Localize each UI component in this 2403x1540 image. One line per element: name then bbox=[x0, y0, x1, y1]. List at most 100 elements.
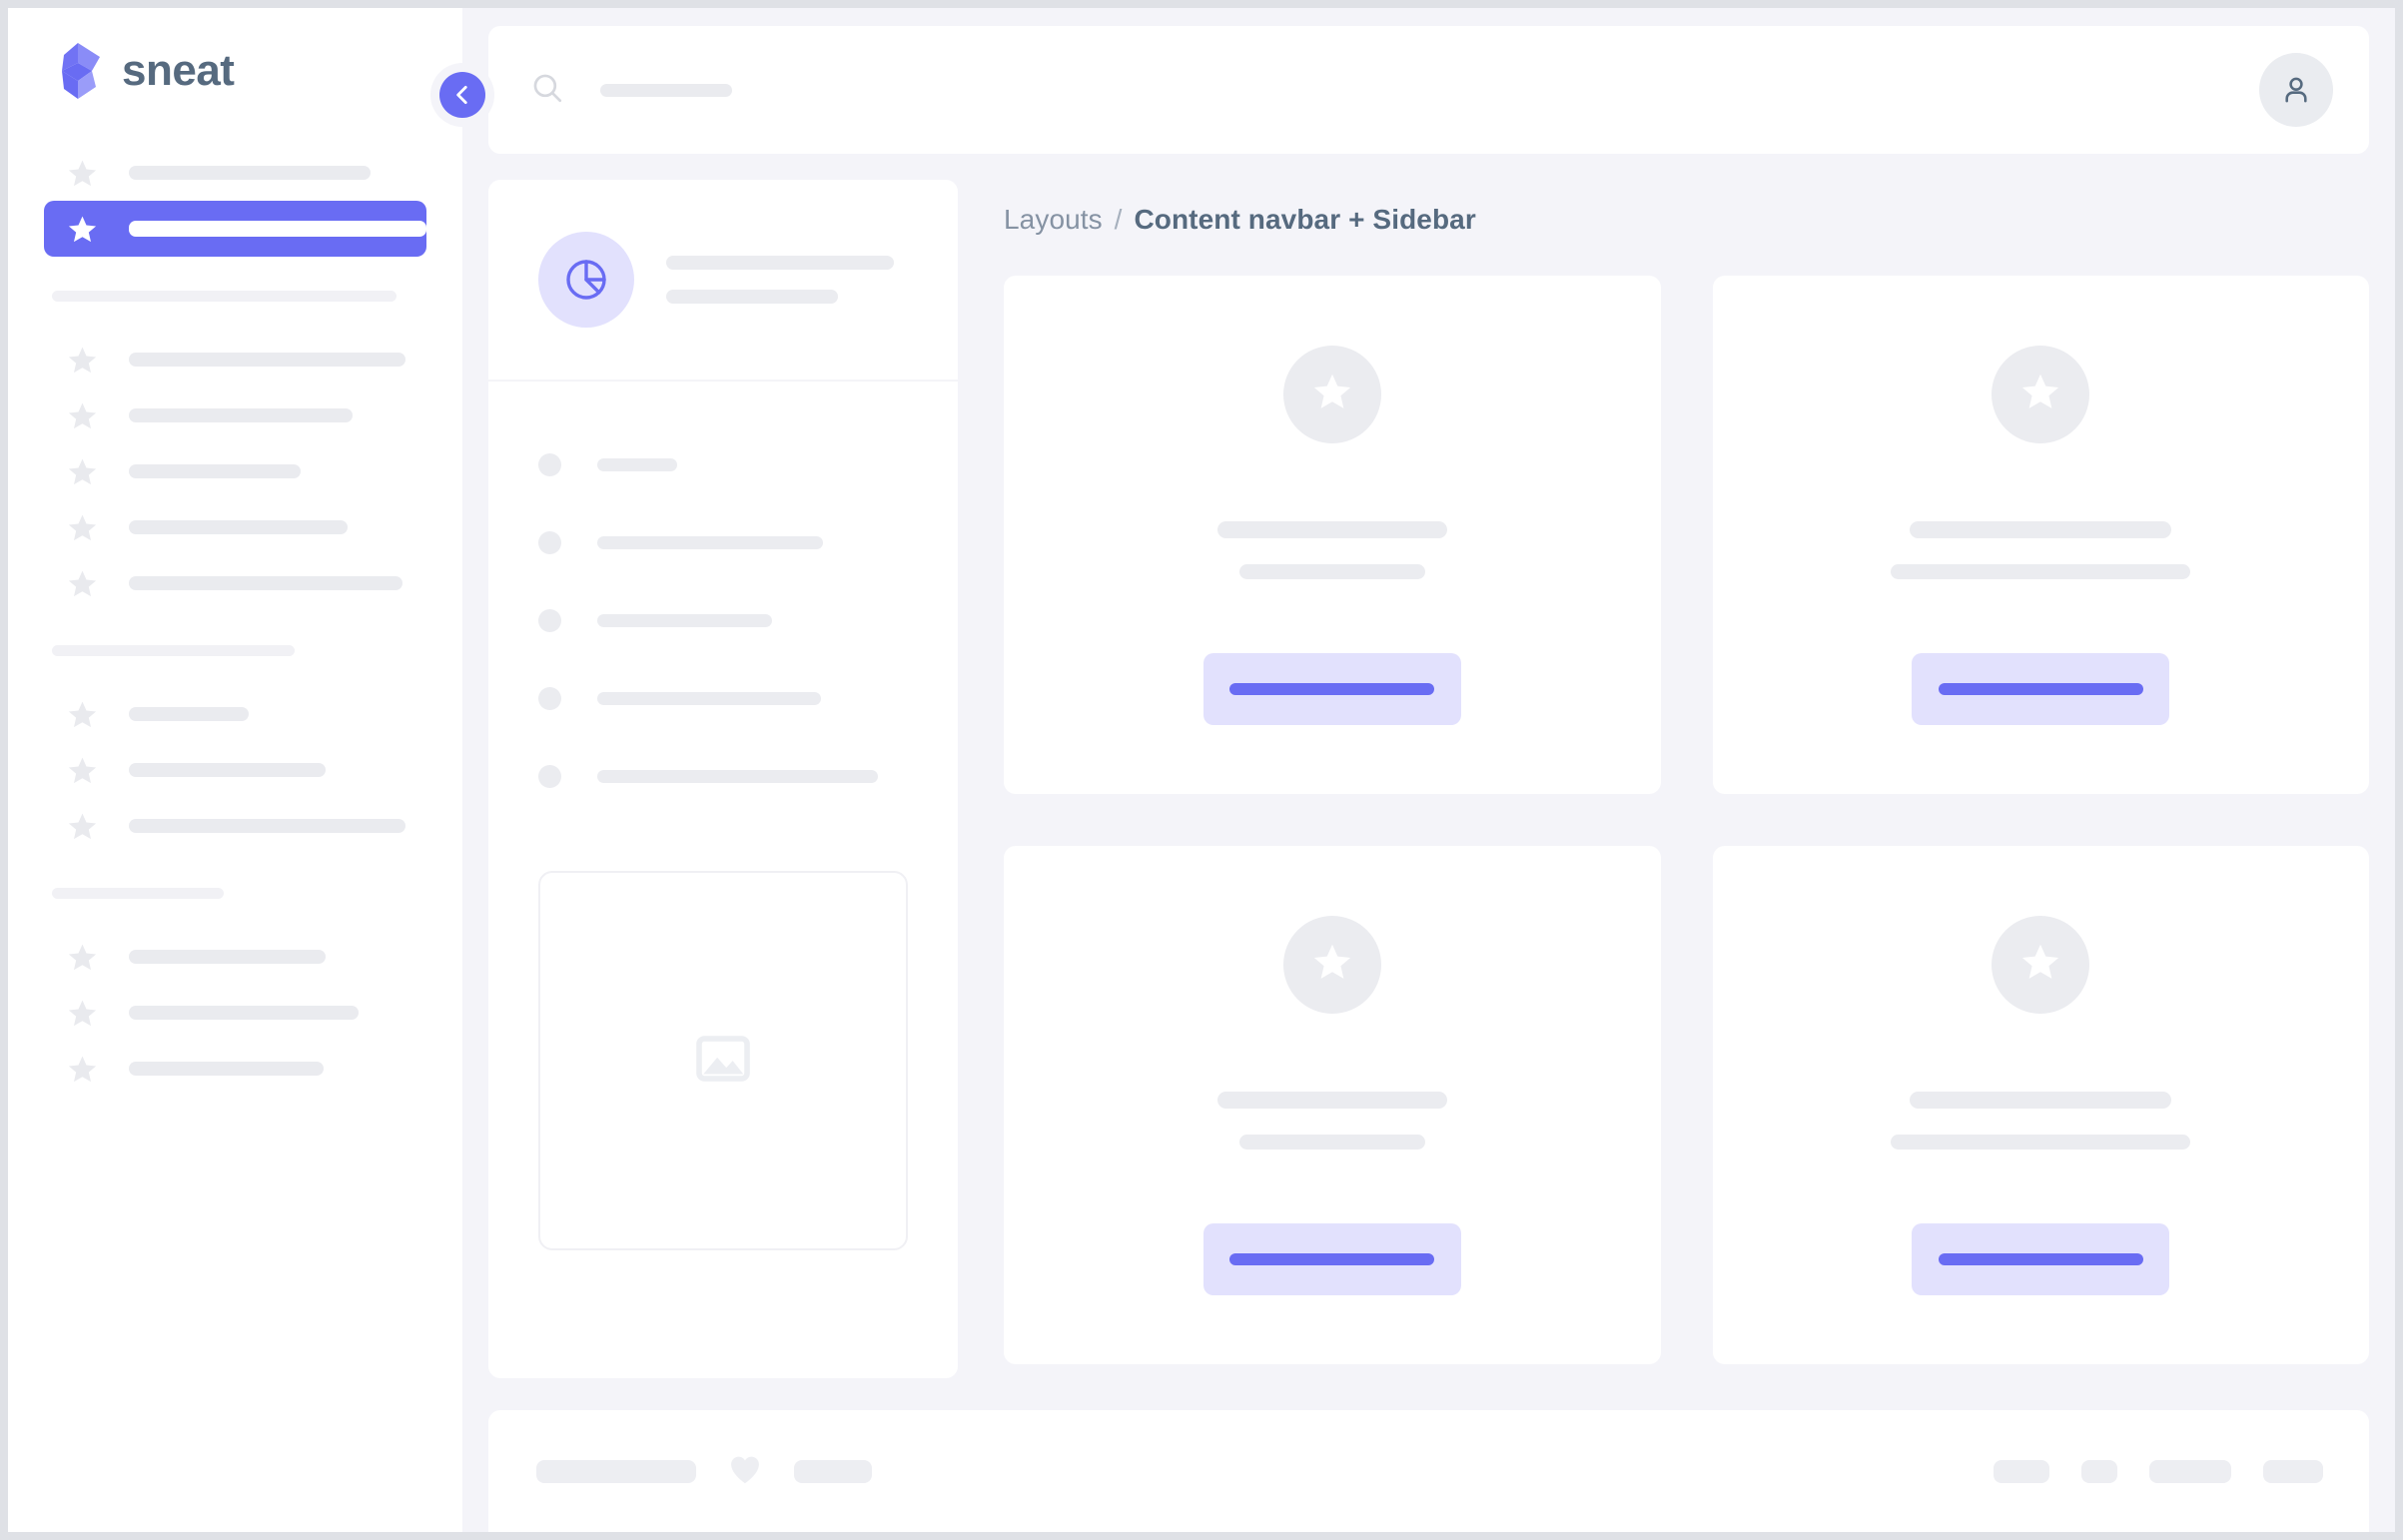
body-row: Layouts / Content navbar + Sidebar bbox=[488, 180, 2369, 1384]
card-avatar bbox=[1282, 915, 1381, 1014]
top-navbar bbox=[488, 26, 2369, 154]
star-icon bbox=[66, 157, 99, 190]
card-grid bbox=[1004, 276, 2369, 1364]
dot-icon bbox=[538, 608, 561, 632]
brand-logo[interactable]: sneat bbox=[8, 8, 462, 133]
content-panel-header-line bbox=[666, 256, 894, 270]
dot-icon bbox=[538, 452, 561, 476]
breadcrumb-separator: / bbox=[1114, 204, 1123, 235]
content-panel-item-label-skeleton bbox=[597, 613, 772, 627]
footer-skeleton-bar bbox=[794, 1459, 872, 1483]
content-panel-item-label-skeleton bbox=[597, 691, 821, 705]
sidebar-item-label-skeleton bbox=[129, 763, 326, 777]
sidebar-item[interactable] bbox=[44, 555, 426, 611]
sidebar-collapse-button[interactable] bbox=[430, 63, 494, 127]
star-icon bbox=[66, 941, 99, 974]
star-icon bbox=[66, 810, 99, 843]
content-area: Layouts / Content navbar + Sidebar bbox=[462, 8, 2395, 1532]
footer-right-group bbox=[1994, 1459, 2323, 1483]
card-action-label-skeleton bbox=[1938, 682, 2143, 695]
sidebar-item-label-skeleton bbox=[129, 353, 405, 367]
heart-icon bbox=[726, 1450, 764, 1493]
sidebar-item[interactable] bbox=[44, 1041, 426, 1097]
avatar[interactable] bbox=[2259, 53, 2333, 127]
sidebar-item[interactable] bbox=[44, 742, 426, 798]
chevron-left-icon bbox=[439, 72, 485, 118]
product-card[interactable] bbox=[1712, 276, 2369, 794]
sidebar-item-label-skeleton bbox=[129, 520, 348, 534]
sidebar-section-divider bbox=[52, 291, 397, 302]
product-card[interactable] bbox=[1712, 846, 2369, 1364]
star-icon bbox=[1310, 940, 1354, 989]
sidebar-item[interactable] bbox=[44, 686, 426, 742]
sidebar-item[interactable] bbox=[44, 929, 426, 985]
card-title-skeleton bbox=[1216, 520, 1447, 538]
footer-skeleton-bar bbox=[1994, 1459, 2049, 1483]
sneat-logo-icon bbox=[52, 41, 104, 101]
sidebar-item-label-skeleton bbox=[129, 950, 326, 964]
breadcrumb-current: Content navbar + Sidebar bbox=[1134, 204, 1476, 235]
card-title-skeleton bbox=[1910, 520, 2172, 538]
search-input[interactable] bbox=[530, 71, 2231, 110]
sidebar-item[interactable] bbox=[44, 145, 426, 201]
main-column: Layouts / Content navbar + Sidebar bbox=[1004, 180, 2369, 1384]
sidebar-item-label-skeleton bbox=[129, 408, 353, 422]
card-subtitle-skeleton bbox=[1238, 563, 1425, 579]
sidebar-item-label-skeleton bbox=[129, 166, 371, 180]
sidebar-item-active[interactable] bbox=[44, 201, 426, 257]
card-action-label-skeleton bbox=[1938, 1252, 2143, 1265]
card-title-skeleton bbox=[1216, 1091, 1447, 1109]
content-panel-header-line bbox=[666, 290, 838, 304]
breadcrumb-parent[interactable]: Layouts bbox=[1004, 204, 1103, 235]
star-icon bbox=[2018, 370, 2062, 418]
content-panel-list bbox=[488, 382, 958, 815]
footer-skeleton-bar bbox=[2081, 1459, 2117, 1483]
content-panel-item-label-skeleton bbox=[597, 535, 823, 549]
footer-bar bbox=[488, 1410, 2369, 1532]
card-action-button[interactable] bbox=[1202, 1222, 1461, 1295]
image-placeholder-box bbox=[538, 871, 908, 1250]
star-icon bbox=[66, 344, 99, 377]
card-action-button[interactable] bbox=[1202, 652, 1461, 725]
product-card[interactable] bbox=[1004, 276, 1661, 794]
star-icon bbox=[66, 997, 99, 1030]
card-action-button[interactable] bbox=[1912, 1222, 2170, 1295]
image-icon bbox=[691, 1027, 755, 1096]
content-panel-list-item[interactable] bbox=[488, 737, 958, 815]
content-panel-header bbox=[488, 180, 958, 382]
sidebar-item[interactable] bbox=[44, 443, 426, 499]
brand-name: sneat bbox=[122, 45, 235, 95]
star-icon bbox=[66, 213, 99, 246]
content-panel-list-item[interactable] bbox=[488, 503, 958, 581]
app-window: sneat bbox=[8, 8, 2395, 1532]
dot-icon bbox=[538, 764, 561, 788]
product-card[interactable] bbox=[1004, 846, 1661, 1364]
sidebar-item[interactable] bbox=[44, 387, 426, 443]
card-subtitle-skeleton bbox=[1891, 1134, 2191, 1150]
footer-skeleton-bar bbox=[536, 1459, 696, 1483]
sidebar-item[interactable] bbox=[44, 332, 426, 387]
content-panel-list-item[interactable] bbox=[488, 659, 958, 737]
star-icon bbox=[66, 567, 99, 600]
card-action-button[interactable] bbox=[1912, 652, 2170, 725]
sidebar-section-divider bbox=[52, 645, 295, 656]
card-subtitle-skeleton bbox=[1891, 563, 2191, 579]
star-icon bbox=[1310, 370, 1354, 418]
content-panel-list-item[interactable] bbox=[488, 425, 958, 503]
dot-icon bbox=[538, 530, 561, 554]
footer-skeleton-bar bbox=[2149, 1459, 2231, 1483]
star-icon bbox=[66, 511, 99, 544]
search-placeholder-skeleton bbox=[600, 83, 732, 97]
content-panel-header-skeletons bbox=[666, 256, 918, 304]
breadcrumb: Layouts / Content navbar + Sidebar bbox=[1004, 180, 2369, 248]
star-icon bbox=[66, 754, 99, 787]
content-panel-list-item[interactable] bbox=[488, 581, 958, 659]
sidebar-item[interactable] bbox=[44, 985, 426, 1041]
sidebar-item[interactable] bbox=[44, 499, 426, 555]
sidebar-item[interactable] bbox=[44, 798, 426, 854]
star-icon bbox=[66, 399, 99, 432]
star-icon bbox=[66, 698, 99, 731]
card-action-label-skeleton bbox=[1229, 682, 1435, 695]
dot-icon bbox=[538, 686, 561, 710]
sidebar-item-label-skeleton bbox=[129, 819, 405, 833]
